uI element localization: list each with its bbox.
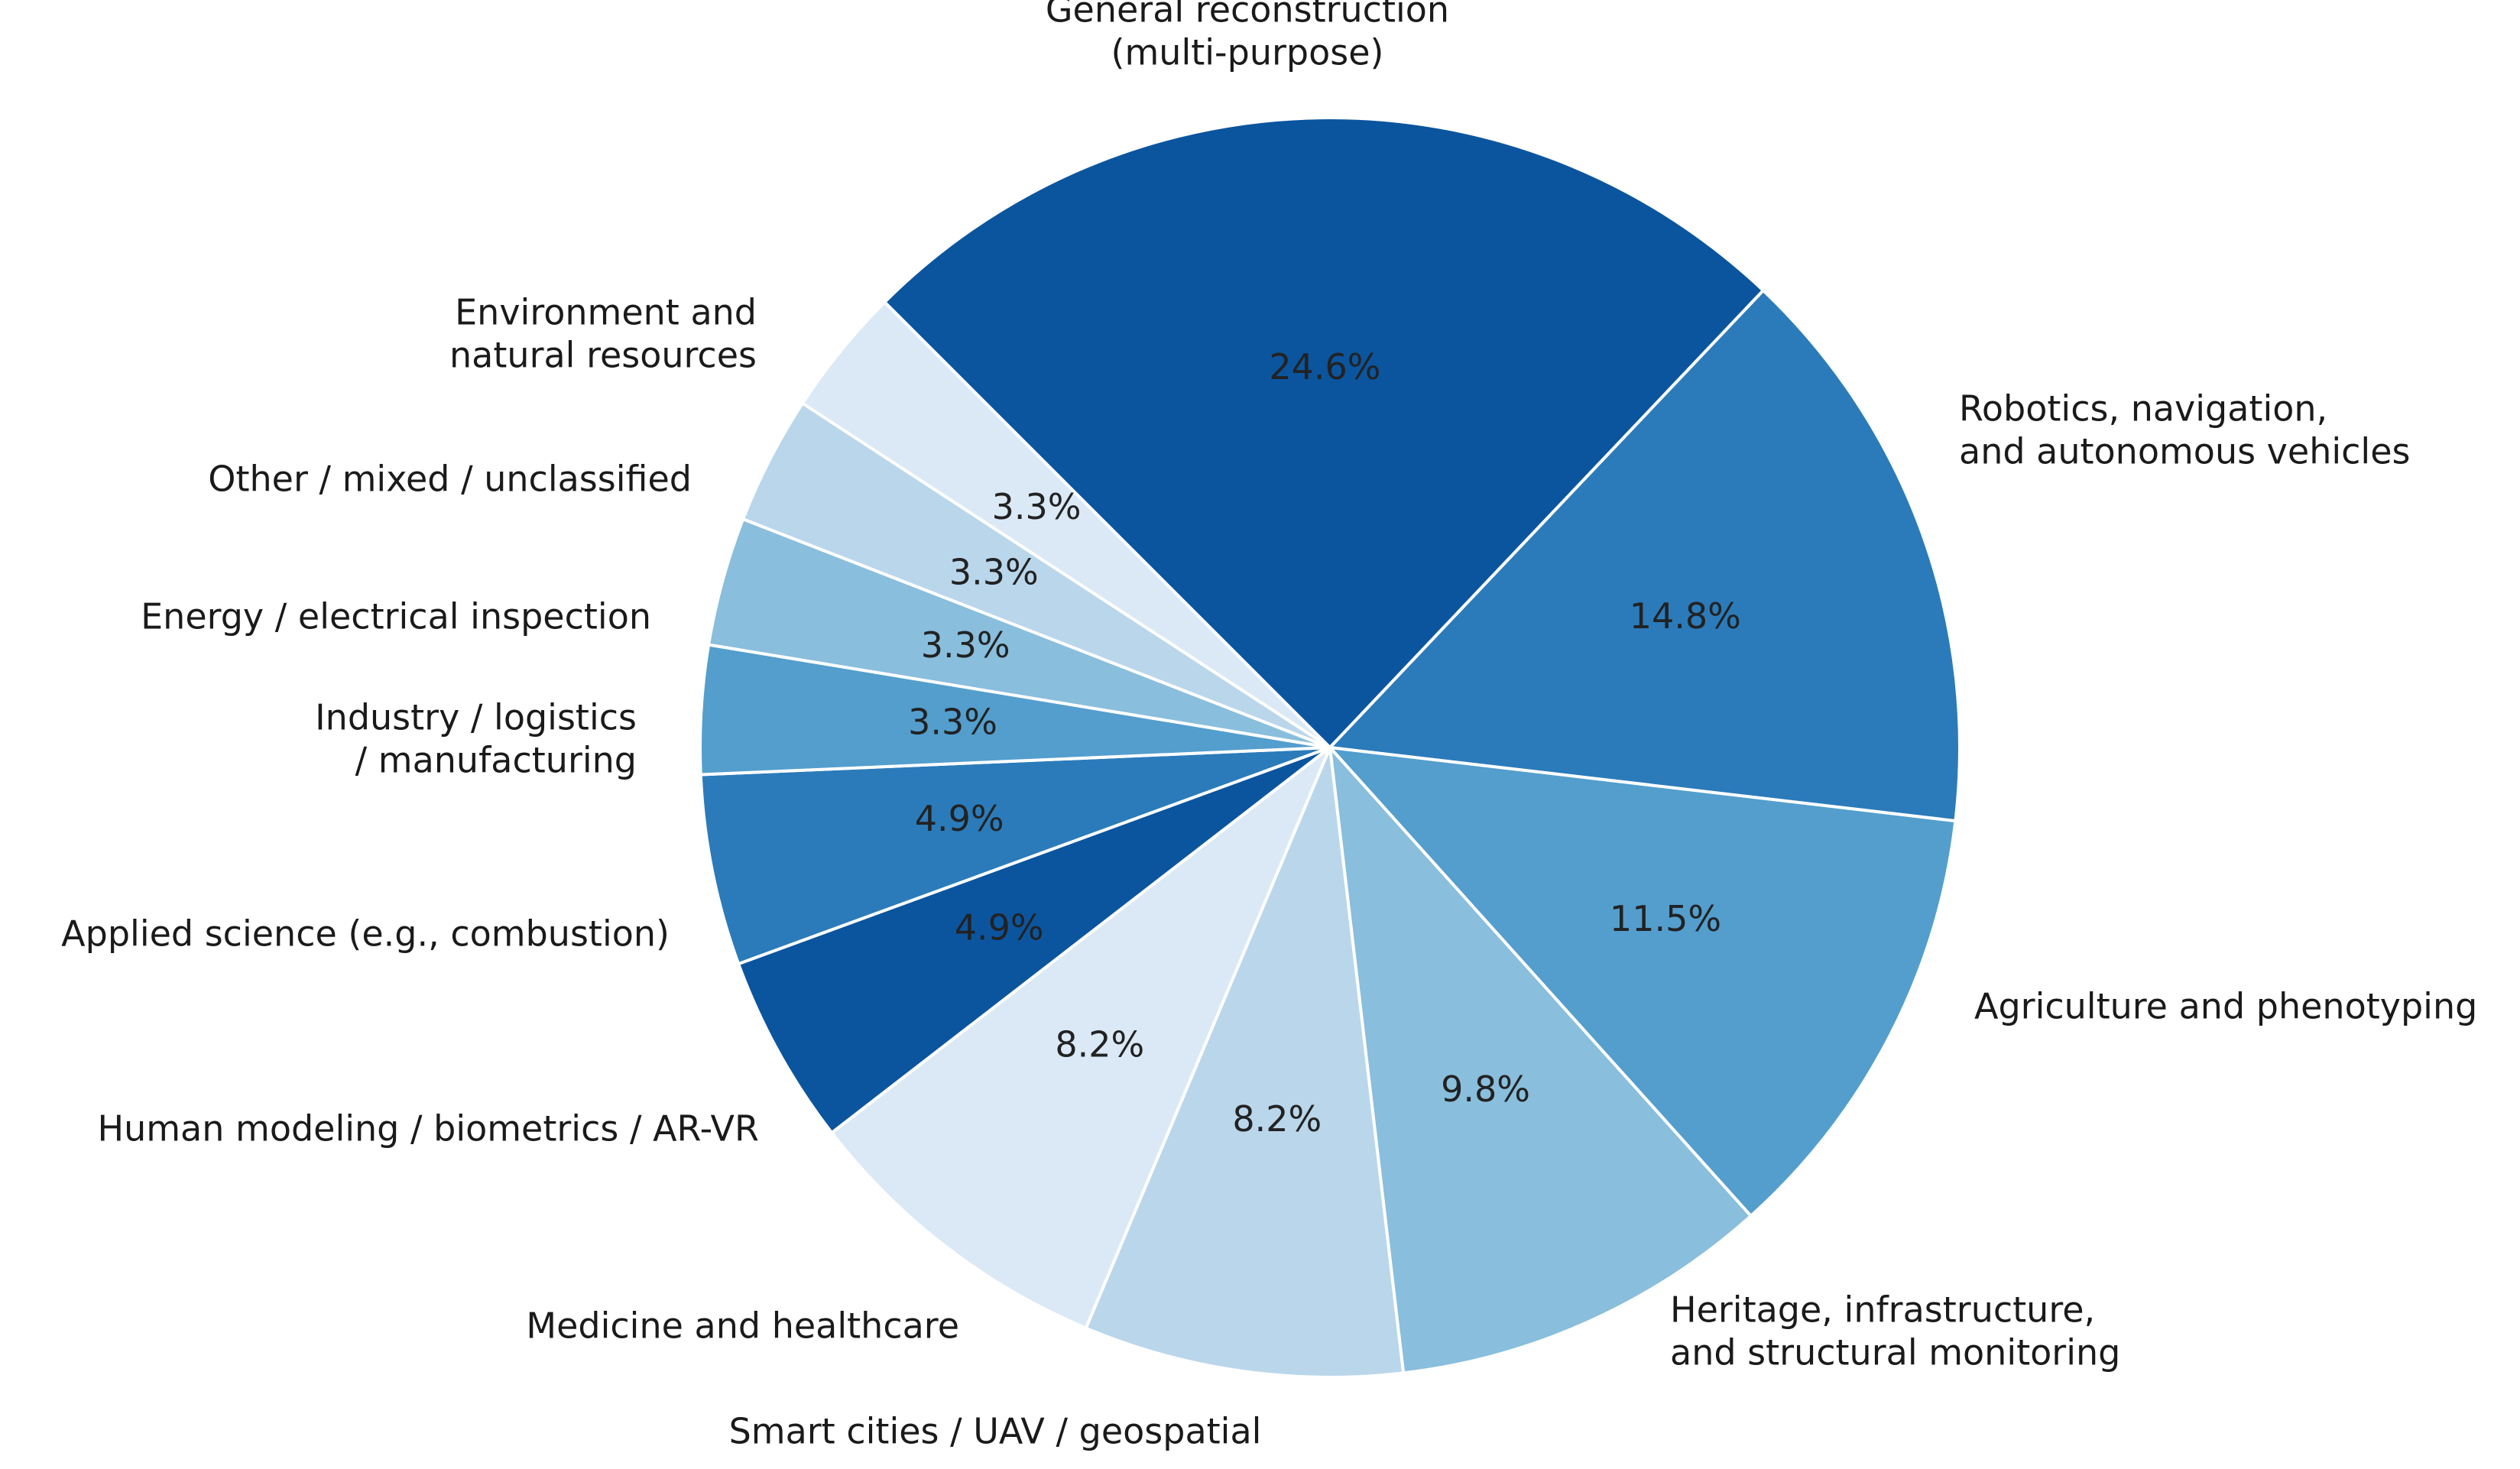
slice-percent-label-11: 3.3%	[992, 486, 1082, 527]
slices-layer	[699, 116, 1961, 1380]
slice-category-label-7: Applied science (e.g., combustion)	[61, 913, 670, 955]
slice-category-label-line: Agriculture and phenotyping	[1974, 986, 2477, 1027]
slice-percent-label-6: 4.9%	[955, 907, 1044, 949]
slice-category-label-5: Medicine and healthcare	[526, 1305, 959, 1347]
slice-percent-label-3: 9.8%	[1441, 1069, 1530, 1110]
slice-category-label-6: Human modeling / biometrics / AR-VR	[98, 1108, 760, 1150]
slice-category-label-line: Robotics, navigation,	[1959, 388, 2327, 430]
slice-category-label-11: Environment and natural resources	[449, 292, 757, 376]
slice-percent-label-7: 4.9%	[915, 798, 1004, 839]
slice-category-label-2: Agriculture and phenotyping	[1974, 986, 2477, 1027]
slice-category-label-9: Energy / electrical inspection	[141, 596, 651, 637]
pie-slice-5	[830, 746, 1331, 1330]
slice-percent-label-8: 3.3%	[908, 702, 997, 743]
pie-slice-3	[1328, 746, 1753, 1375]
slice-category-label-line: Industry / logistics	[315, 697, 637, 738]
pie-slice-2	[1328, 746, 1957, 1218]
slice-category-label-line: Medicine and healthcare	[526, 1305, 959, 1347]
slice-category-label-3: Heritage, infrastructure, and structural …	[1670, 1289, 2120, 1373]
slice-percent-label-0: 24.6%	[1269, 346, 1380, 388]
slice-category-label-line: Environment and	[455, 292, 757, 333]
slice-category-label-line: Smart cities / UAV / geospatial	[729, 1411, 1262, 1452]
slice-percent-label-9: 3.3%	[921, 624, 1010, 666]
slice-percent-label-5: 8.2%	[1055, 1024, 1144, 1065]
pie-slice-11	[800, 300, 1331, 749]
slice-percent-label-1: 14.8%	[1630, 595, 1741, 637]
slice-percent-label-2: 11.5%	[1610, 898, 1721, 939]
slice-category-label-8: Industry / logistics / manufacturing	[315, 697, 637, 781]
slice-category-label-1: Robotics, navigation, and autonomous vehi…	[1959, 388, 2410, 472]
pie-slice-6	[737, 746, 1331, 1135]
slice-category-label-line: and autonomous vehicles	[1959, 431, 2410, 472]
slice-category-label-line: (multi-purpose)	[1111, 32, 1384, 73]
slice-category-label-0: General reconstruction (multi-purpose)	[1046, 0, 1449, 73]
slice-percent-label-10: 3.3%	[949, 552, 1039, 593]
slice-category-label-line: / manufacturing	[355, 740, 637, 781]
slice-category-label-4: Smart cities / UAV / geospatial	[729, 1411, 1262, 1452]
slice-category-label-line: Heritage, infrastructure,	[1670, 1289, 2095, 1331]
slice-category-label-line: Human modeling / biometrics / AR-VR	[98, 1108, 760, 1150]
slice-percent-label-4: 8.2%	[1232, 1098, 1322, 1140]
percent-labels-layer: 24.6% 14.8% 11.5% 9.8% 8.2% 8.2% 4.9% 4.9% 3.3% 3…	[908, 346, 1741, 1140]
pie-slice-0	[883, 116, 1765, 749]
slice-category-label-line: natural resources	[449, 335, 757, 376]
pie-slice-1	[1328, 289, 1961, 823]
pie-slice-7	[699, 746, 1331, 966]
slice-category-label-line: General reconstruction	[1046, 0, 1449, 31]
pie-slice-4	[1084, 746, 1406, 1380]
slice-category-label-line: Energy / electrical inspection	[141, 596, 651, 637]
slice-category-label-line: Other / mixed / unclassified	[208, 459, 692, 500]
slice-category-label-line: Applied science (e.g., combustion)	[61, 913, 670, 955]
slice-category-label-line: and structural monitoring	[1670, 1332, 2120, 1373]
slice-category-label-10: Other / mixed / unclassified	[208, 459, 692, 500]
category-labels-layer: General reconstruction (multi-purpose) Rob…	[61, 0, 2477, 1452]
